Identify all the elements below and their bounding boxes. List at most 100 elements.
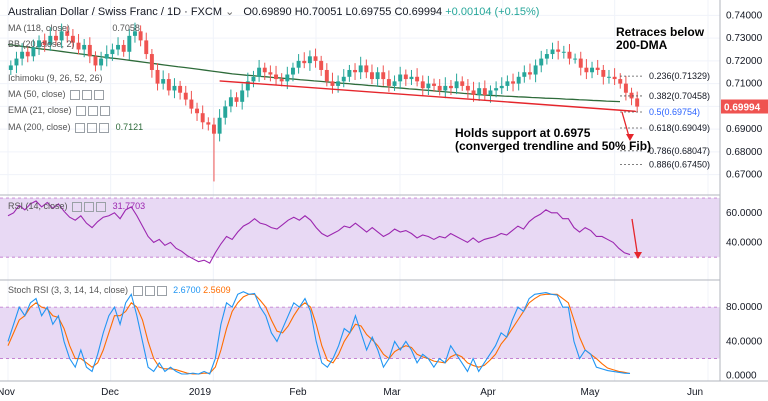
settings-icon[interactable] [82, 89, 93, 100]
candle-body [584, 67, 589, 73]
close-icon[interactable] [156, 285, 167, 296]
settings-icon[interactable] [87, 122, 98, 133]
rsi-value: 31.7703 [112, 201, 146, 211]
candle-body [93, 56, 98, 66]
eye-icon[interactable] [70, 89, 81, 100]
ma1-value: 0.7058 [112, 23, 140, 33]
candle-body [460, 81, 465, 86]
candle-body [550, 49, 555, 55]
close-icon[interactable] [94, 89, 105, 100]
indicator-bb[interactable]: BB (20, close, 2) [8, 39, 75, 49]
candle-body [268, 72, 273, 75]
candle-body [307, 56, 312, 64]
eye-icon[interactable] [132, 285, 143, 296]
candle-body [274, 74, 279, 80]
indicator-ema21[interactable]: EMA (21, close) [8, 105, 111, 116]
candle-body [623, 83, 628, 93]
candle-body [426, 83, 431, 89]
candle-body [539, 58, 544, 66]
candle-body [302, 60, 307, 64]
stoch-lines [7, 291, 631, 375]
indicator-stoch[interactable]: Stoch RSI (3, 3, 14, 14, close) 2.6700 2… [8, 285, 231, 296]
candle-body [578, 58, 583, 68]
candle-body [178, 85, 183, 93]
time-tick-label: May [581, 387, 600, 398]
price-tick-label: 0.68000 [726, 147, 763, 158]
stoch-k-path [7, 291, 631, 375]
chart-header[interactable]: Australian Dollar / Swiss Franc / 1D · F… [8, 6, 540, 18]
candle-body [567, 51, 572, 59]
last-price-tag [721, 99, 768, 114]
rsi-band [0, 198, 720, 258]
ma200-line [7, 43, 621, 103]
chevron-down-icon[interactable]: ⌄ [225, 6, 235, 18]
symbol-title: Australian Dollar / Swiss Franc [8, 6, 158, 18]
candle-body [629, 92, 634, 99]
close-icon[interactable] [100, 105, 111, 116]
candle-body [70, 35, 75, 43]
stoch-band [0, 307, 720, 359]
low-value: L0.69755 [345, 6, 392, 18]
candle-body [144, 40, 149, 55]
indicator-ma1[interactable]: MA (118, close) 0.7058 [8, 23, 140, 33]
rsi-tick-label: 40.0000 [726, 237, 763, 248]
candle-body [240, 90, 245, 102]
change-value: +0.00104 (+0.15%) [445, 6, 540, 18]
candle-body [482, 88, 487, 95]
indicator-rsi[interactable]: RSI (14, close) 31.7703 [8, 201, 146, 212]
candle-body [432, 83, 437, 86]
eye-icon[interactable] [72, 201, 83, 212]
stoch-k-value: 2.6700 [173, 285, 201, 295]
high-value: H0.70051 [294, 6, 343, 18]
candle-body [465, 85, 470, 91]
candle-body [454, 81, 459, 89]
fib-label: 0.618(0.69049) [649, 123, 710, 133]
candle-body [234, 97, 239, 102]
eye-icon[interactable] [76, 105, 87, 116]
indicator-ichimoku[interactable]: Ichimoku (9, 26, 52, 26) [8, 73, 103, 83]
candle-body [313, 56, 318, 61]
candle-body [415, 76, 420, 82]
candle-body [296, 60, 301, 68]
time-tick-label: Dec [101, 387, 119, 398]
candle-body [138, 31, 143, 41]
candle-body [161, 79, 166, 84]
rsi-line [7, 200, 631, 264]
x-axis[interactable]: Nov Dec 2019 Feb Mar Apr May Jun [0, 387, 703, 398]
candle-body [48, 35, 53, 45]
candle-body [245, 81, 250, 91]
candle-body [99, 58, 104, 66]
candle-body [386, 79, 391, 86]
candle-body [364, 65, 369, 73]
stoch-d-path [7, 293, 631, 375]
fib-label: 0.236(0.71329) [649, 71, 710, 81]
candle-body [573, 58, 578, 60]
settings-icon[interactable] [84, 201, 95, 212]
stoch-tick-label: 80.0000 [726, 302, 763, 313]
candle-body [166, 79, 171, 91]
stoch-d-value: 2.5609 [203, 285, 231, 295]
candle-body [516, 76, 521, 84]
candle-body [206, 122, 211, 125]
indicator-ma50[interactable]: MA (50, close) [8, 89, 105, 100]
fib-label: 0.5(0.69754) [649, 107, 700, 117]
settings-icon[interactable] [88, 105, 99, 116]
settings-icon[interactable] [144, 285, 155, 296]
ma200-path [7, 43, 621, 103]
indicator-ma200[interactable]: MA (200, close) 0.7121 [8, 122, 144, 133]
close-icon[interactable] [96, 201, 107, 212]
close-icon[interactable] [99, 122, 110, 133]
candle-body [635, 98, 640, 107]
candle-body [375, 72, 380, 80]
y-axis[interactable]: 0.740000.730000.720000.710000.700000.690… [721, 10, 768, 382]
candle-body [251, 76, 256, 82]
eye-icon[interactable] [75, 122, 86, 133]
candle-body [595, 67, 600, 70]
candle-body [290, 67, 295, 75]
rsi-tick-label: 60.0000 [726, 208, 763, 219]
candle-body [477, 88, 482, 95]
candle-body [285, 74, 290, 82]
time-tick-label: Feb [289, 387, 307, 398]
price-tick-label: 0.67000 [726, 170, 763, 181]
